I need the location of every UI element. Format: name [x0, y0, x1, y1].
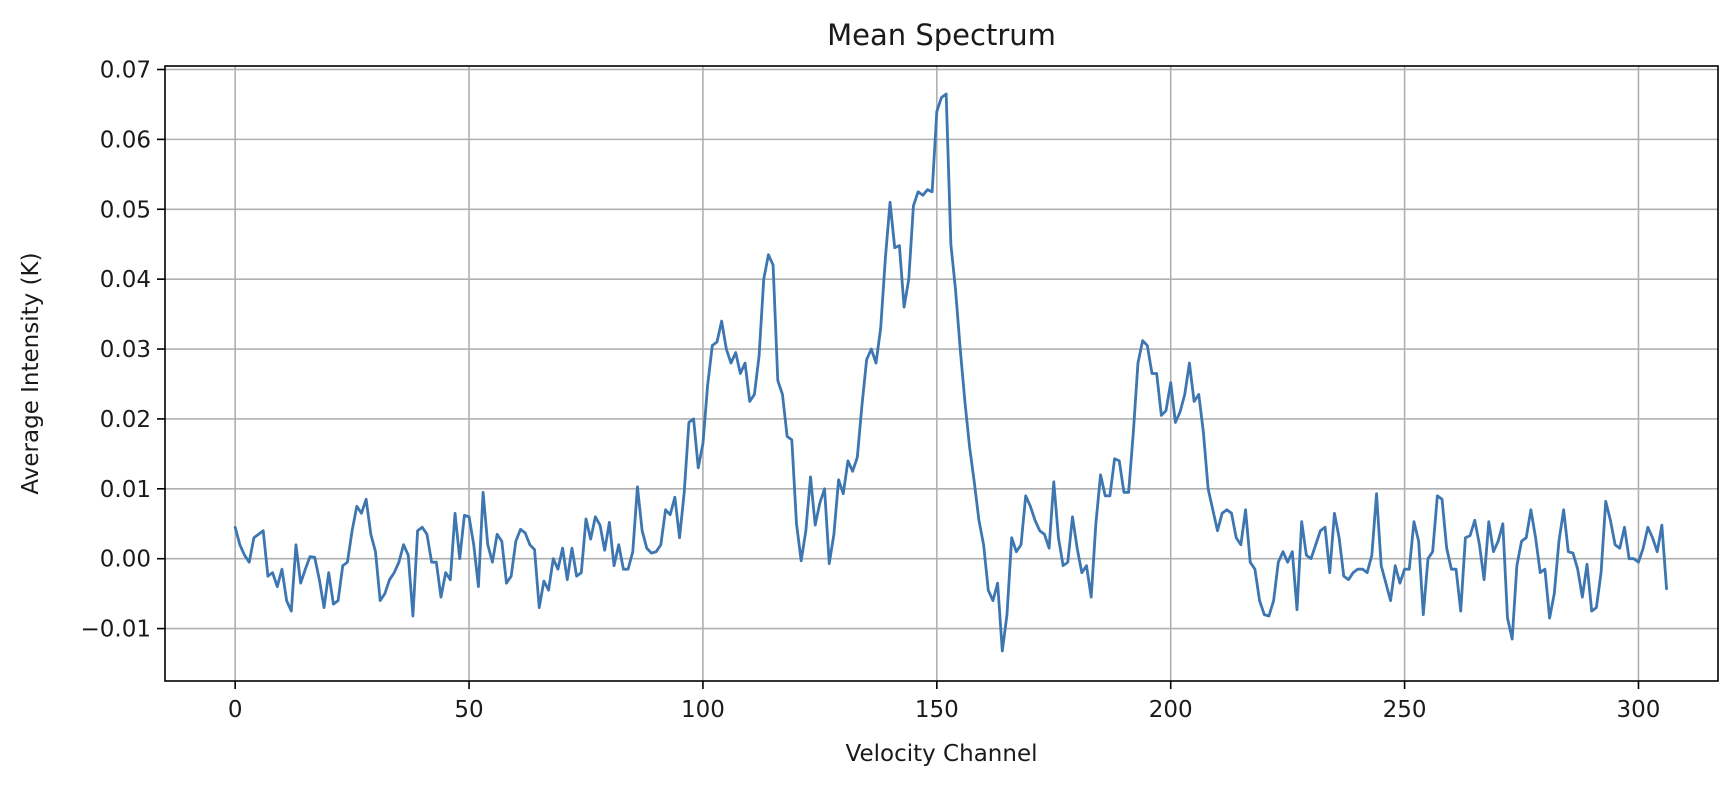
- y-tick-label: 0.06: [100, 127, 151, 153]
- x-tick-label: 100: [681, 697, 725, 723]
- y-axis-label: Average Intensity (K): [18, 252, 44, 494]
- y-tick-label: −0.01: [81, 617, 151, 643]
- y-tick-label: 0.04: [100, 267, 151, 293]
- y-tick-label: 0.01: [100, 477, 151, 503]
- x-tick-label: 300: [1617, 697, 1661, 723]
- x-tick-label: 150: [915, 697, 959, 723]
- y-tick-label: 0.03: [100, 337, 151, 363]
- y-tick-label: 0.02: [100, 407, 151, 433]
- x-tick-label: 0: [228, 697, 243, 723]
- y-tick-label: 0.00: [100, 547, 151, 573]
- axis-ticks: 0 50 100 150 200 250 300 −0.01 0.00 0.01 0.02 0.03 0…: [81, 57, 1661, 723]
- x-tick-label: 250: [1383, 697, 1427, 723]
- x-tick-label: 50: [454, 697, 483, 723]
- series-layer: [233, 92, 1668, 653]
- y-tick-label: 0.05: [100, 197, 151, 223]
- y-tick-label: 0.07: [100, 57, 151, 83]
- x-axis-label: Velocity Channel: [846, 741, 1038, 767]
- chart-title: Mean Spectrum: [827, 18, 1056, 52]
- series-line: [233, 92, 1668, 653]
- grid-lines: [165, 66, 1718, 681]
- plot-frame: [164, 65, 1719, 682]
- x-tick-label: 200: [1149, 697, 1193, 723]
